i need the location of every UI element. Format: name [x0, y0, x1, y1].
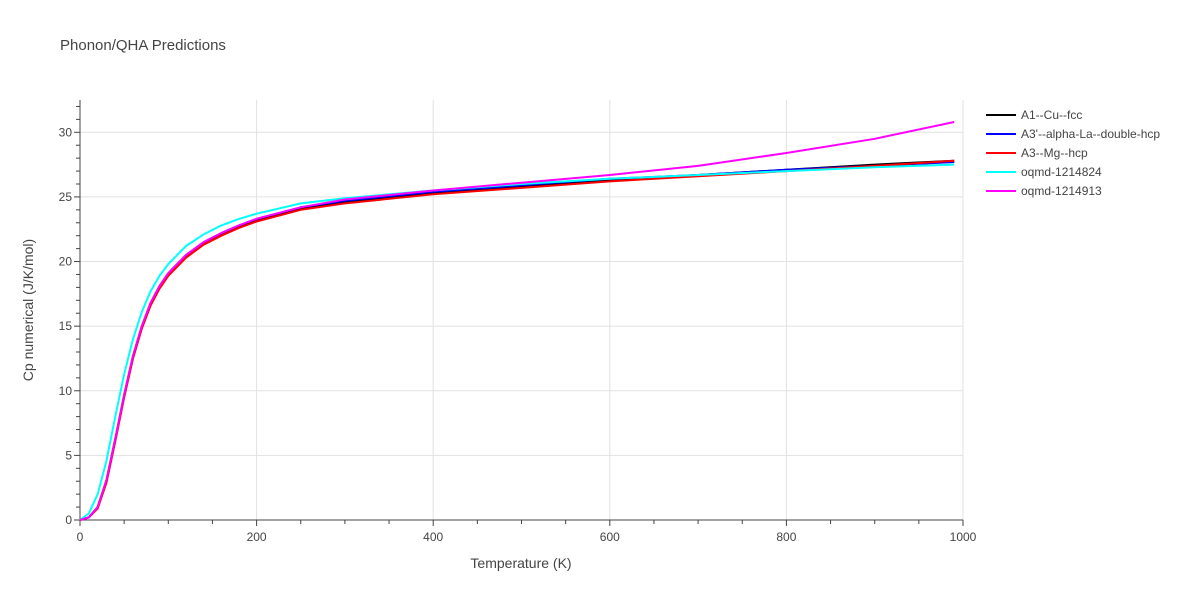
legend-label: A3--Mg--hcp — [1021, 146, 1088, 160]
x-tick-label: 200 — [247, 530, 267, 544]
series-line-1 — [79, 161, 955, 521]
series-line-2 — [79, 159, 955, 521]
series-line-0 — [79, 159, 955, 521]
legend[interactable]: A1--Cu--fcc A3'--alpha-La--double-hcp A3--… — [986, 108, 1160, 198]
axes — [74, 100, 964, 526]
x-tick-label: 800 — [776, 530, 796, 544]
y-tick-label: 20 — [59, 255, 73, 269]
legend-item[interactable]: oqmd-1214824 — [986, 165, 1102, 179]
x-tick-label: 600 — [600, 530, 620, 544]
legend-item[interactable]: A3--Mg--hcp — [986, 146, 1088, 160]
y-tick-label: 25 — [59, 190, 73, 204]
legend-label: oqmd-1214824 — [1021, 165, 1102, 179]
legend-label: oqmd-1214913 — [1021, 184, 1102, 198]
x-tick-label: 400 — [423, 530, 443, 544]
y-tick-label: 0 — [65, 513, 72, 527]
y-axis-ticks: 0 5 10 15 20 25 30 — [59, 125, 73, 527]
x-axis-label: Temperature (K) — [470, 555, 571, 571]
y-tick-label: 30 — [59, 125, 73, 139]
y-tick-label: 10 — [59, 384, 73, 398]
legend-label: A1--Cu--fcc — [1021, 108, 1082, 122]
y-axis-label: Cp numerical (J/K/mol) — [20, 239, 36, 381]
x-axis-ticks: 0 200 400 600 800 1000 — [77, 530, 977, 544]
legend-label: A3'--alpha-La--double-hcp — [1021, 127, 1160, 141]
legend-item[interactable]: oqmd-1214913 — [986, 184, 1102, 198]
series-line-3 — [79, 163, 955, 521]
legend-item[interactable]: A1--Cu--fcc — [986, 108, 1082, 122]
grid — [80, 100, 964, 520]
x-tick-label: 1000 — [950, 530, 977, 544]
y-tick-label: 5 — [65, 448, 72, 462]
series-lines — [79, 121, 955, 521]
legend-item[interactable]: A3'--alpha-La--double-hcp — [986, 127, 1160, 141]
y-tick-label: 15 — [59, 319, 73, 333]
series-line-4 — [79, 121, 955, 521]
chart-title: Phonon/QHA Predictions — [60, 37, 226, 54]
x-tick-label: 0 — [77, 530, 84, 544]
